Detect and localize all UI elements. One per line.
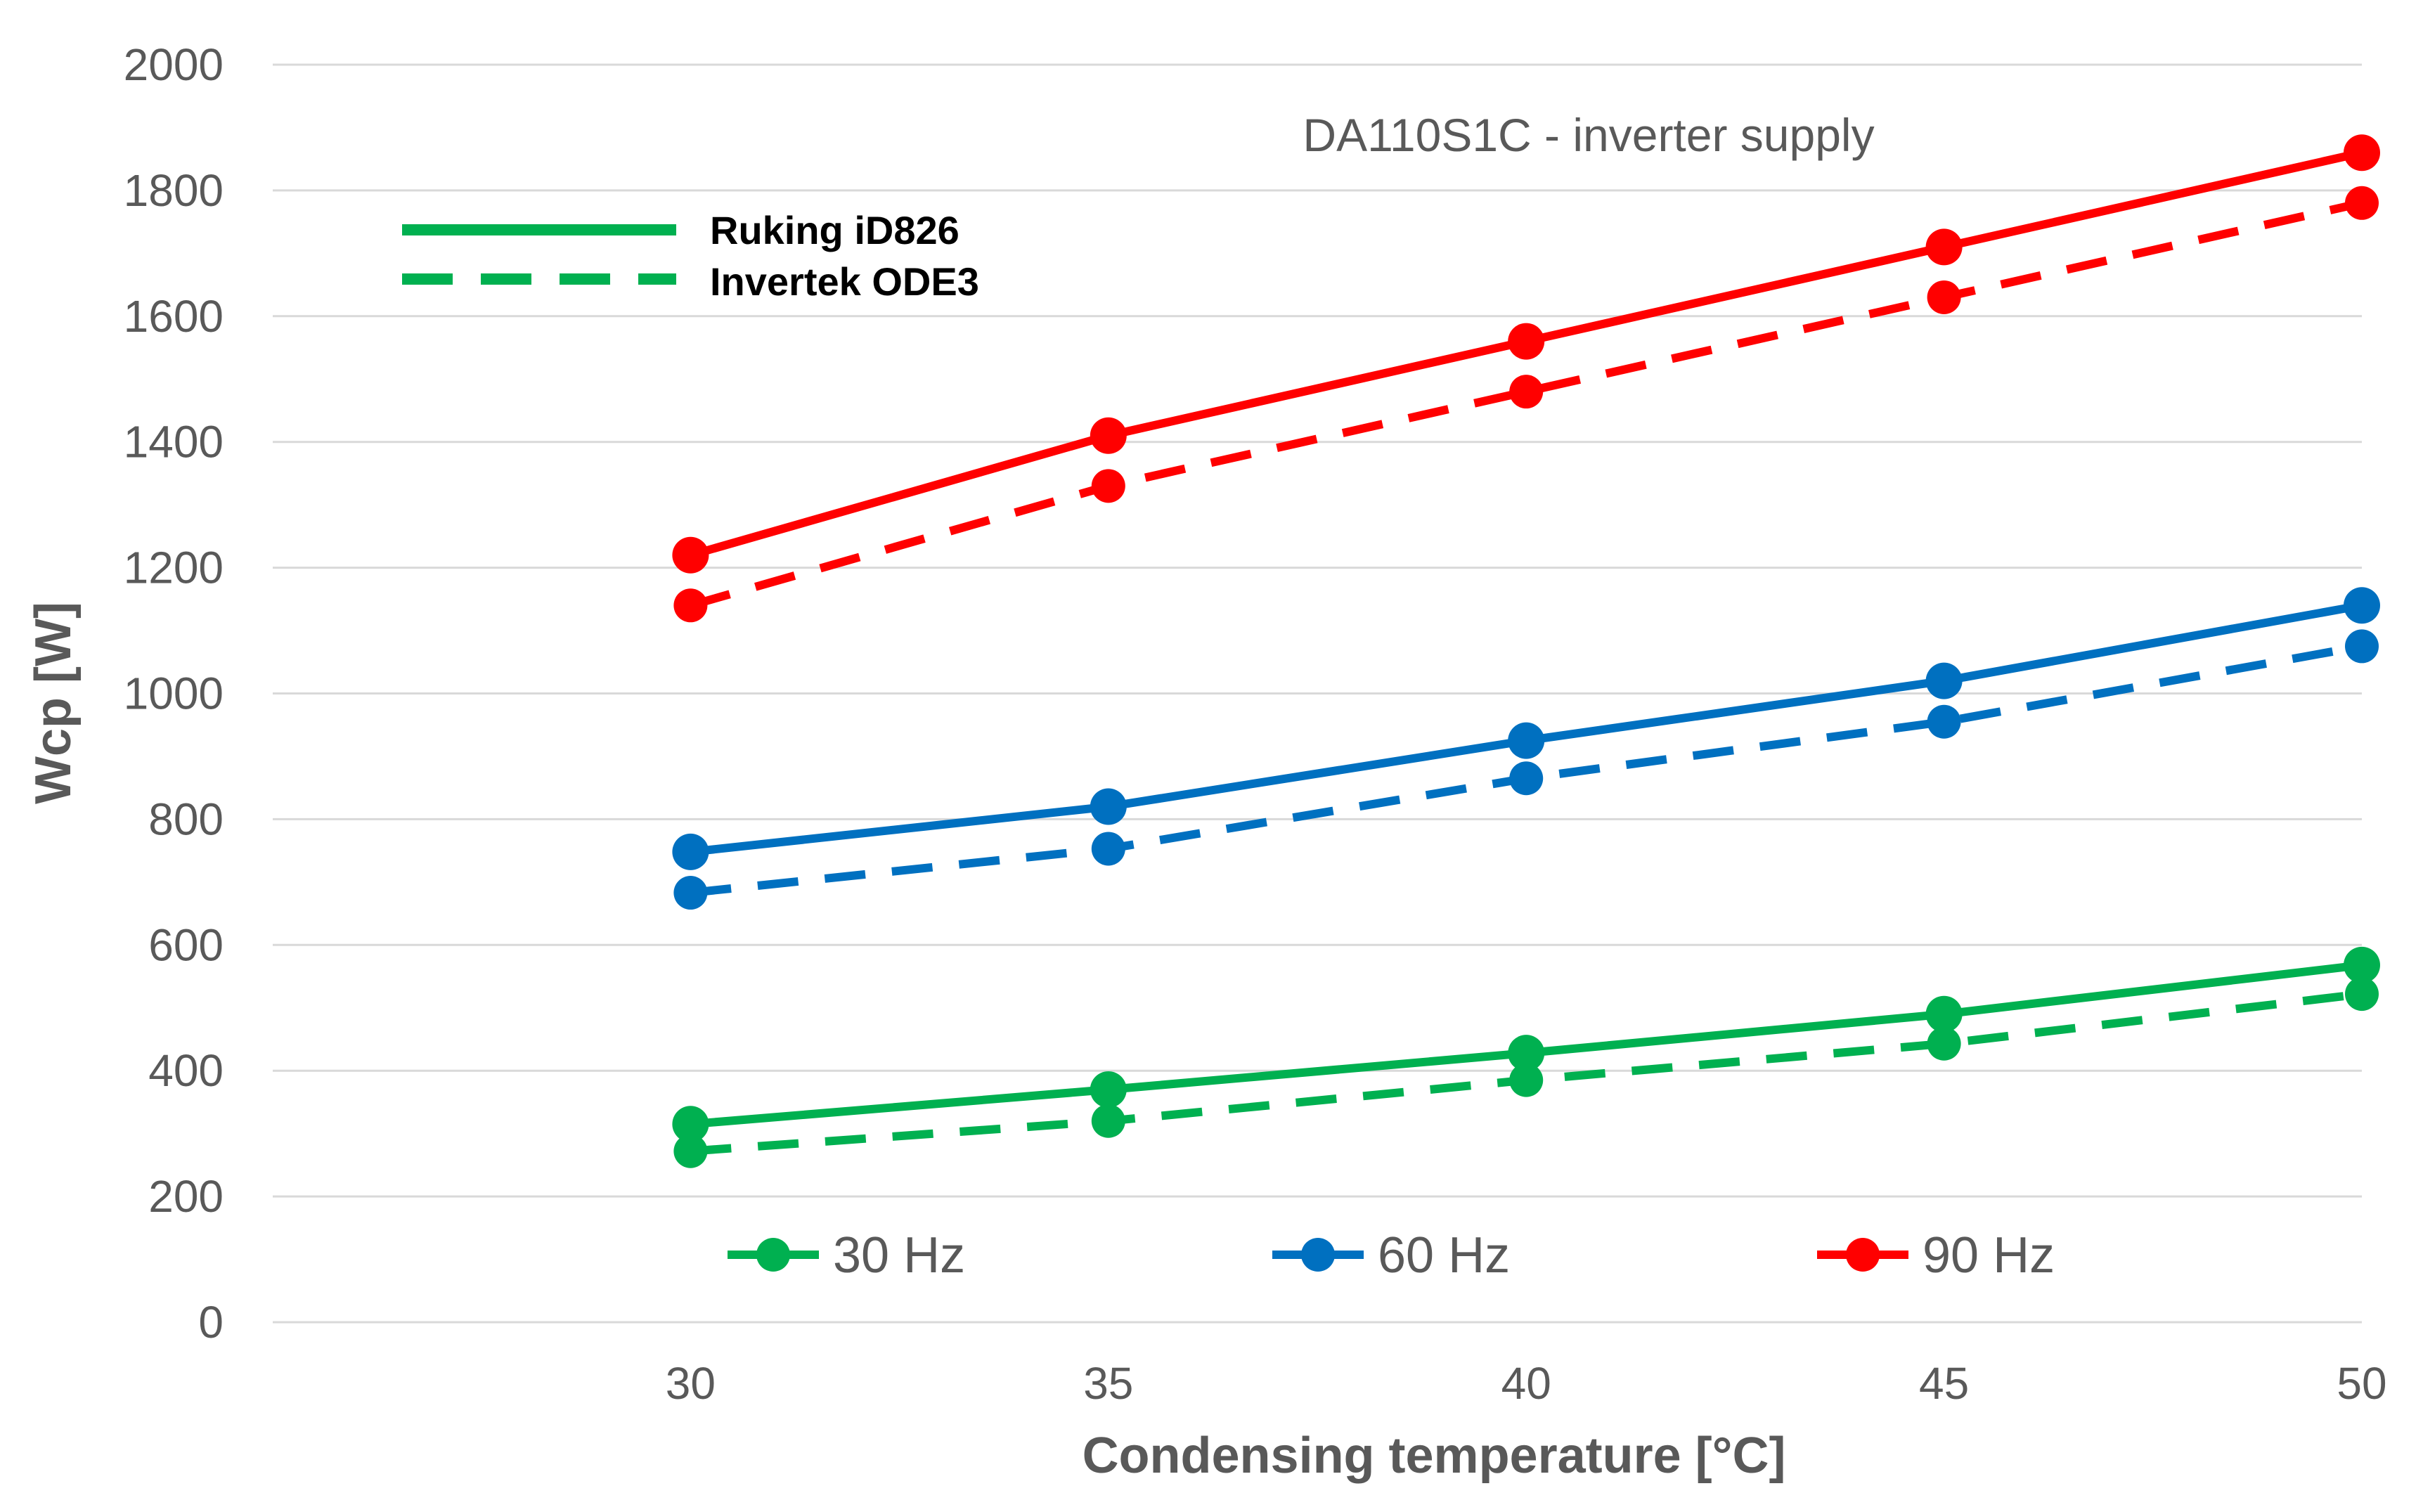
data-point xyxy=(1927,280,1961,314)
data-point xyxy=(1925,662,1963,699)
data-point xyxy=(1927,704,1961,739)
legend-90hz-marker xyxy=(1846,1238,1880,1272)
y-axis-label: Wcp [W] xyxy=(25,602,82,804)
x-tick-label: 50 xyxy=(2337,1358,2386,1409)
legend-60hz-marker xyxy=(1301,1238,1335,1272)
data-point xyxy=(1925,228,1963,266)
y-tick-label: 1800 xyxy=(124,165,224,216)
y-tick-label: 1600 xyxy=(124,291,224,342)
data-point xyxy=(672,536,709,574)
data-point xyxy=(673,588,708,623)
data-point xyxy=(2344,946,2380,983)
data-point xyxy=(1090,417,1127,454)
data-point xyxy=(1509,761,1544,796)
y-tick-label: 1200 xyxy=(124,543,224,593)
series-layer xyxy=(672,134,2380,1168)
series-5 xyxy=(673,186,2379,623)
legend-30hz-marker xyxy=(756,1238,790,1272)
x-tick-label: 35 xyxy=(1083,1358,1133,1409)
x-tick-label: 30 xyxy=(666,1358,716,1409)
line-style-legend: Ruking iD826 Invertek ODE3 xyxy=(402,208,979,304)
y-tick-label: 600 xyxy=(148,919,224,970)
series-1 xyxy=(673,977,2379,1168)
data-point xyxy=(673,876,708,910)
y-tick-label: 800 xyxy=(148,794,224,844)
data-point xyxy=(1509,375,1544,409)
gridlines xyxy=(273,63,2362,1324)
y-tick-label: 2000 xyxy=(124,39,224,90)
data-point xyxy=(2344,587,2380,624)
y-tick-label: 0 xyxy=(198,1297,224,1348)
y-axis-ticks: 0 200 400 600 800 1000 1200 1400 1600 1800 2000 xyxy=(124,39,224,1348)
y-tick-label: 200 xyxy=(148,1171,224,1222)
series-line xyxy=(689,198,2363,610)
data-point xyxy=(2344,134,2380,172)
chart-title: DA110S1C - inverter supply xyxy=(1303,109,1874,161)
data-point xyxy=(1091,832,1125,866)
data-point xyxy=(1090,788,1127,825)
legend-30hz-label: 30 Hz xyxy=(833,1227,965,1284)
legend-60hz-label: 60 Hz xyxy=(1378,1227,1510,1284)
data-point xyxy=(1090,1071,1127,1109)
y-tick-label: 400 xyxy=(148,1045,224,1096)
data-point xyxy=(1925,995,1963,1033)
data-point xyxy=(2345,629,2379,664)
data-point xyxy=(1091,469,1125,503)
x-tick-label: 40 xyxy=(1501,1358,1551,1409)
data-point xyxy=(1508,722,1545,759)
y-tick-label: 1400 xyxy=(124,417,224,467)
x-axis-ticks: 30 35 40 45 50 xyxy=(666,1358,2387,1409)
series-2 xyxy=(672,587,2380,870)
data-point xyxy=(1091,1104,1125,1138)
data-point xyxy=(1508,323,1545,360)
series-4 xyxy=(672,134,2380,574)
data-point xyxy=(672,833,709,870)
frequency-legend: 30 Hz 60 Hz 90 Hz xyxy=(728,1227,2055,1284)
x-axis-label: Condensing temperature [°C] xyxy=(1083,1428,1786,1484)
data-point xyxy=(1509,1063,1544,1097)
y-tick-label: 1000 xyxy=(124,668,224,719)
data-point xyxy=(1508,1035,1545,1072)
data-point xyxy=(1927,1026,1961,1061)
data-point xyxy=(672,1106,709,1143)
data-point xyxy=(673,1134,708,1168)
series-3 xyxy=(673,629,2379,910)
legend-ruking-label: Ruking iD826 xyxy=(710,208,959,252)
series-0 xyxy=(672,946,2380,1143)
x-tick-label: 45 xyxy=(1919,1358,1969,1409)
data-point xyxy=(2345,977,2379,1012)
legend-90hz-label: 90 Hz xyxy=(1923,1227,2055,1284)
legend-invertek-label: Invertek ODE3 xyxy=(710,259,979,304)
data-point xyxy=(2345,186,2379,220)
